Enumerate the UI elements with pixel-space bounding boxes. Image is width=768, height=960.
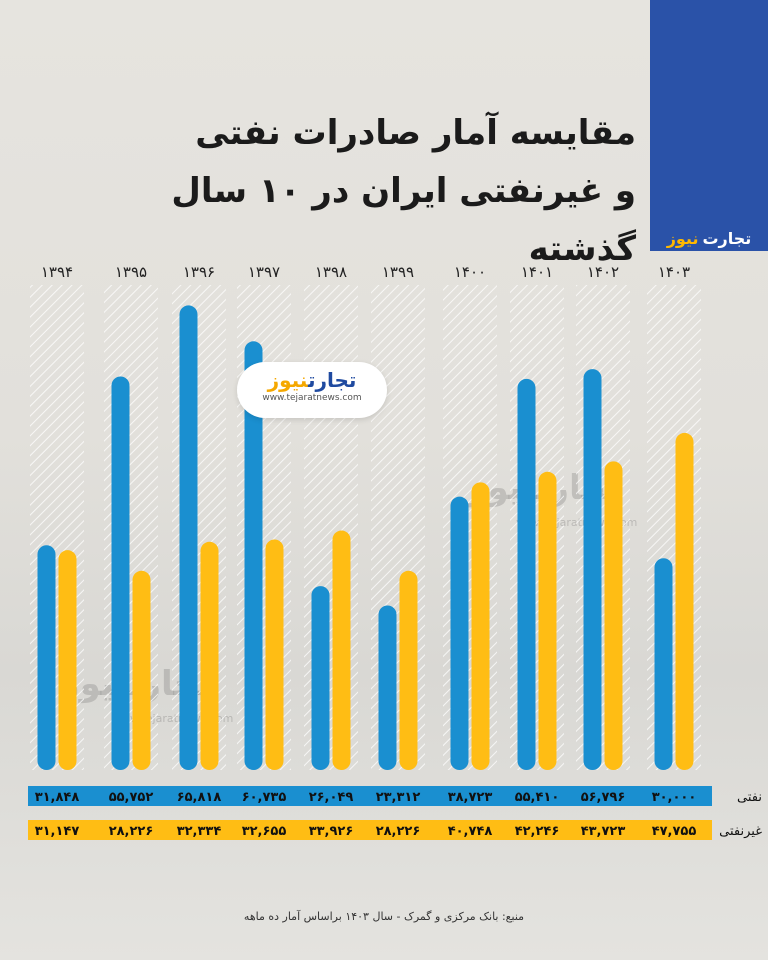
year-label: ۱۳۹۵ [115, 263, 147, 281]
nonoil-value-label: ۲۸,۲۲۶ [376, 824, 421, 839]
nonoil-bar [332, 530, 351, 770]
year-label: ۱۴۰۳ [658, 263, 690, 281]
oil-value-label: ۵۵,۷۵۲ [109, 790, 154, 805]
brand-tag: تجارت نیوز [650, 225, 768, 251]
oil-bar [179, 305, 198, 770]
oil-value-label: ۵۵,۴۱۰ [515, 790, 560, 805]
nonoil-value-label: ۳۲,۶۵۵ [242, 824, 287, 839]
brand-strip [650, 0, 768, 225]
brand-tag-part2: نیوز [666, 228, 699, 248]
nonoil-bar [265, 539, 284, 770]
nonoil-value-row [28, 820, 712, 840]
nonoil-bar [399, 570, 418, 770]
title-line2: و غیرنفتی ایران در ۱۰ سال گذشته [171, 171, 636, 269]
oil-value-label: ۲۶,۰۴۹ [309, 790, 354, 805]
nonoil-value-label: ۳۲,۳۳۴ [177, 824, 222, 839]
title-line1: مقایسه آمار صادرات نفتی [195, 113, 636, 153]
oil-bar [37, 545, 56, 770]
source-note: منبع: بانک مرکزی و گمرک - سال ۱۴۰۳ براسا… [243, 910, 525, 923]
nonoil-bar [200, 541, 219, 770]
nonoil-value-label: ۲۸,۲۲۶ [109, 824, 154, 839]
year-label: ۱۳۹۶ [183, 263, 215, 281]
oil-value-label: ۳۱,۸۴۸ [35, 790, 80, 805]
nonoil-value-label: ۳۳,۹۲۶ [309, 824, 354, 839]
oil-bar [311, 586, 330, 770]
brand-tag-part1: تجارت [702, 228, 752, 248]
oil-value-row [28, 786, 712, 806]
nonoil-bar [604, 461, 623, 770]
nonoil-value-label: ۳۱,۱۴۷ [35, 824, 80, 839]
oil-row-label: نفتی [737, 790, 762, 805]
brand-logo-badge: تجارتنیوز www.tejaratnews.com [237, 362, 387, 418]
page-title: مقایسه آمار صادرات نفتی و غیرنفتی ایران … [76, 104, 636, 278]
oil-bar [654, 558, 673, 770]
oil-bar [111, 376, 130, 770]
year-label: ۱۳۹۸ [315, 263, 347, 281]
logo-part1: تجارت [307, 368, 357, 392]
oil-bar [583, 369, 602, 770]
nonoil-value-label: ۴۷,۷۵۵ [652, 824, 697, 839]
oil-bar [244, 341, 263, 770]
oil-value-label: ۶۵,۸۱۸ [177, 790, 222, 805]
year-label: ۱۳۹۹ [382, 263, 414, 281]
nonoil-bar [471, 482, 490, 770]
year-label: ۱۴۰۰ [454, 263, 486, 281]
nonoil-value-label: ۴۰,۷۴۸ [448, 824, 493, 839]
oil-bar [517, 378, 536, 770]
nonoil-value-label: ۴۲,۲۴۶ [515, 824, 560, 839]
nonoil-bar [132, 570, 151, 770]
nonoil-bar [675, 432, 694, 770]
nonoil-row-label: غیرنفتی [719, 824, 762, 839]
oil-bar [378, 605, 397, 770]
nonoil-bar [538, 471, 557, 770]
oil-value-label: ۵۶,۷۹۶ [581, 790, 626, 805]
oil-bar [450, 496, 469, 770]
logo-part2: نیوز [267, 368, 308, 392]
oil-value-label: ۳۸,۷۲۳ [448, 790, 493, 805]
year-label: ۱۳۹۴ [41, 263, 73, 281]
oil-value-label: ۳۰,۰۰۰ [652, 790, 697, 805]
year-label: ۱۴۰۲ [587, 263, 619, 281]
logo-url: www.tejaratnews.com [262, 393, 362, 403]
oil-value-label: ۶۰,۷۳۵ [242, 790, 287, 805]
year-label: ۱۴۰۱ [521, 263, 553, 281]
nonoil-bar [58, 550, 77, 770]
oil-value-label: ۲۳,۳۱۲ [376, 790, 421, 805]
nonoil-value-label: ۴۳,۷۲۳ [581, 824, 626, 839]
year-label: ۱۳۹۷ [248, 263, 280, 281]
